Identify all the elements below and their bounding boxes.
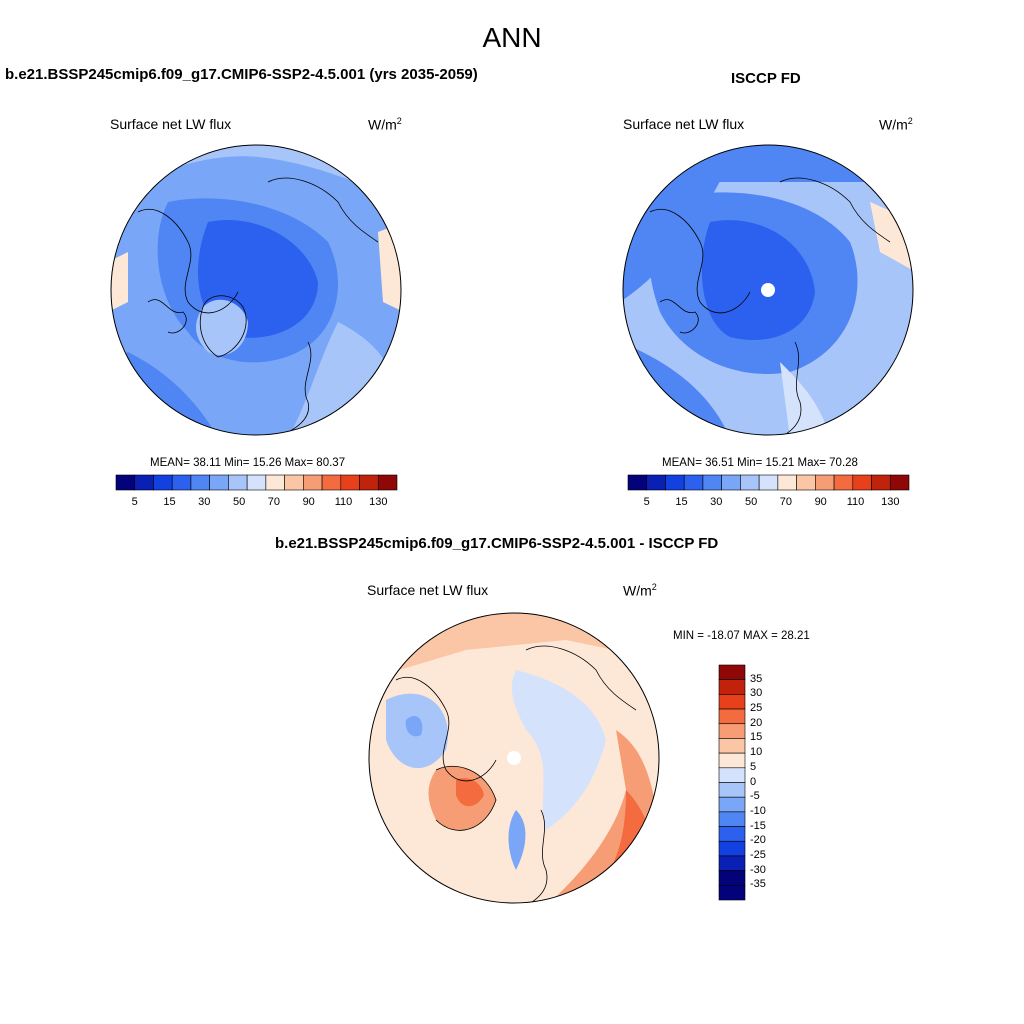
colorbar-swatch xyxy=(718,782,746,798)
colorbar-swatch xyxy=(190,474,210,491)
colorbar-tick-label: 5 xyxy=(643,496,650,508)
obs-variable-label: Surface net LW flux xyxy=(623,116,745,132)
obs-stats: MEAN= 36.51 Min= 15.21 Max= 70.28 xyxy=(662,457,858,469)
colorbar-tick-label: 50 xyxy=(744,496,758,508)
diff-colorbar xyxy=(718,664,746,901)
colorbar-tick-label: 130 xyxy=(881,496,900,508)
colorbar-tick-label: 90 xyxy=(814,496,827,508)
model-polar-map xyxy=(110,144,402,436)
diff-panel-title: b.e21.BSSP245cmip6.f09_g17.CMIP6-SSP2-4.… xyxy=(275,535,719,552)
colorbar-tick-label: 110 xyxy=(334,496,353,508)
colorbar-tick-label: -20 xyxy=(750,834,766,847)
diff-unit-label: W/m2 xyxy=(623,582,657,599)
colorbar-swatch xyxy=(265,474,285,491)
obs-panel-title: ISCCP FD xyxy=(731,70,801,87)
obs-colorbar-ticks: 5 15 30 50 70 90 110 130 xyxy=(628,496,909,510)
colorbar-swatch xyxy=(171,474,192,491)
colorbar-swatch xyxy=(815,474,835,491)
obs-unit-label: W/m2 xyxy=(879,116,913,133)
colorbar-swatch xyxy=(153,474,173,491)
colorbar-swatch xyxy=(718,811,746,827)
diff-variable-label: Surface net LW flux xyxy=(367,582,489,598)
obs-colorbar xyxy=(627,474,910,491)
colorbar-tick-label: 50 xyxy=(232,496,246,508)
colorbar-swatch xyxy=(718,708,746,725)
colorbar-tick-label: -15 xyxy=(750,819,766,832)
colorbar-swatch xyxy=(718,664,746,680)
colorbar-swatch xyxy=(134,474,154,491)
colorbar-swatch xyxy=(702,474,722,491)
colorbar-tick-label: 0 xyxy=(750,775,757,788)
colorbar-tick-label: 35 xyxy=(750,672,763,685)
obs-polar-map xyxy=(622,144,914,436)
colorbar-tick-label: -30 xyxy=(750,863,766,876)
colorbar-swatch xyxy=(718,752,746,769)
main-title: ANN xyxy=(482,22,542,53)
colorbar-swatch xyxy=(246,474,267,491)
diff-stats: MIN = -18.07 MAX = 28.21 xyxy=(673,630,810,642)
colorbar-swatch xyxy=(209,474,229,491)
colorbar-swatch xyxy=(340,474,360,491)
colorbar-tick-label: 110 xyxy=(846,496,865,508)
colorbar-swatch xyxy=(718,767,746,783)
colorbar-tick-label: 130 xyxy=(369,496,388,508)
colorbar-tick-label: 70 xyxy=(267,496,281,508)
colorbar-tick-label: 10 xyxy=(750,746,763,759)
colorbar-swatch xyxy=(646,474,666,491)
colorbar-swatch xyxy=(777,474,797,491)
colorbar-swatch xyxy=(377,474,398,491)
colorbar-tick-label: 20 xyxy=(750,716,763,729)
colorbar-swatch xyxy=(321,474,342,491)
colorbar-swatch xyxy=(718,723,746,739)
colorbar-swatch xyxy=(758,474,779,491)
colorbar-tick-label: 30 xyxy=(750,687,763,700)
model-variable-label: Surface net LW flux xyxy=(110,116,232,132)
colorbar-swatch xyxy=(889,474,910,491)
colorbar-tick-label: -10 xyxy=(750,804,766,817)
colorbar-tick-label: 15 xyxy=(163,496,176,508)
colorbar-swatch xyxy=(852,474,872,491)
colorbar-swatch xyxy=(718,826,746,842)
diff-colorbar-ticks: 35 30 25 20 15 10 5 0 -5 -10 -15 -20 -25 -30 -35 xyxy=(748,665,788,900)
colorbar-swatch xyxy=(721,474,741,491)
colorbar-swatch xyxy=(796,474,816,491)
colorbar-swatch xyxy=(718,738,746,754)
colorbar-tick-label: -35 xyxy=(750,878,766,891)
colorbar-swatch xyxy=(740,474,760,491)
colorbar-swatch xyxy=(359,474,379,491)
colorbar-swatch xyxy=(284,474,304,491)
colorbar-tick-label: 25 xyxy=(750,702,763,715)
colorbar-tick-label: 70 xyxy=(779,496,793,508)
colorbar-swatch xyxy=(718,694,746,710)
colorbar-swatch xyxy=(665,474,685,491)
colorbar-tick-label: 30 xyxy=(710,496,723,508)
model-unit-label: W/m2 xyxy=(368,116,402,133)
colorbar-swatch xyxy=(718,885,746,901)
colorbar-swatch xyxy=(718,855,746,871)
diff-polar-map xyxy=(368,612,660,904)
colorbar-tick-label: -25 xyxy=(750,848,766,861)
colorbar-swatch xyxy=(718,870,746,886)
colorbar-swatch xyxy=(683,474,704,491)
colorbar-tick-label: 5 xyxy=(131,496,138,508)
colorbar-swatch xyxy=(718,796,746,813)
colorbar-tick-label: 15 xyxy=(750,731,763,744)
model-colorbar xyxy=(115,474,398,491)
colorbar-swatch xyxy=(718,840,746,857)
model-colorbar-ticks: 5 15 30 50 70 90 110 130 xyxy=(116,496,397,510)
colorbar-tick-label: 90 xyxy=(302,496,315,508)
colorbar-tick-label: 5 xyxy=(750,760,757,773)
colorbar-swatch xyxy=(627,474,648,491)
colorbar-tick-label: 15 xyxy=(675,496,688,508)
colorbar-swatch xyxy=(303,474,323,491)
colorbar-swatch xyxy=(228,474,248,491)
colorbar-swatch xyxy=(718,679,746,695)
colorbar-swatch xyxy=(115,474,136,491)
colorbar-tick-label: 30 xyxy=(198,496,211,508)
model-stats: MEAN= 38.11 Min= 15.26 Max= 80.37 xyxy=(150,457,346,469)
colorbar-tick-label: -5 xyxy=(750,790,760,803)
model-panel-title: b.e21.BSSP245cmip6.f09_g17.CMIP6-SSP2-4.… xyxy=(5,66,478,83)
colorbar-swatch xyxy=(871,474,891,491)
colorbar-swatch xyxy=(833,474,854,491)
